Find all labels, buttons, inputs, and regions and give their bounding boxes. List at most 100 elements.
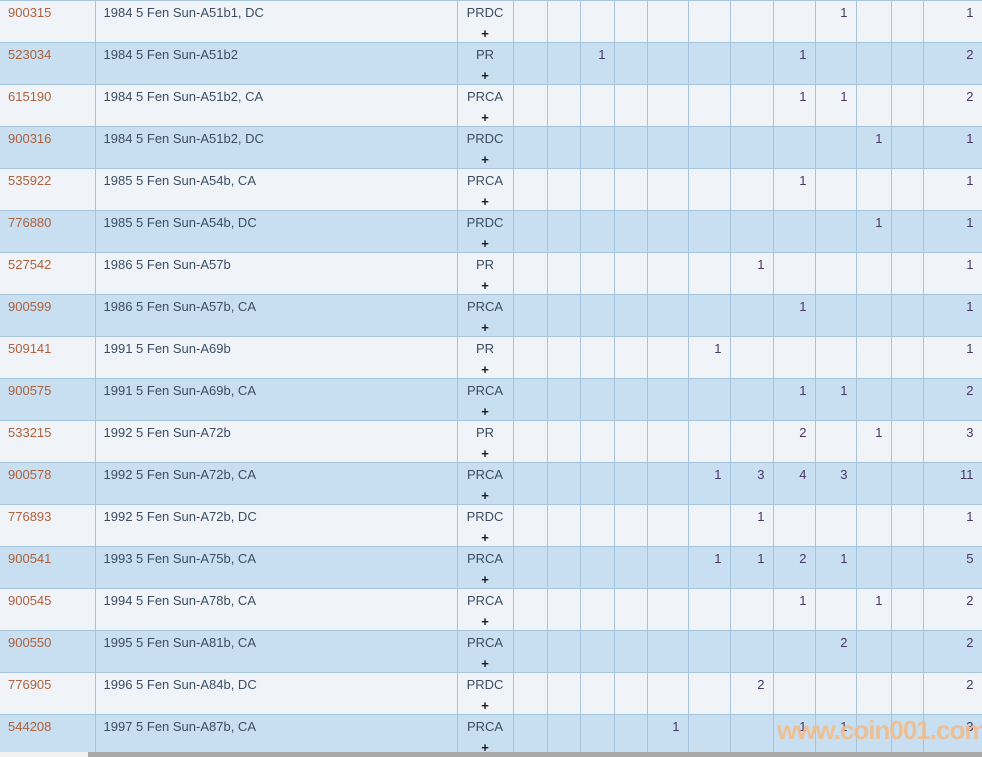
- expand-plus-button[interactable]: +: [481, 278, 489, 293]
- expand-plus-button[interactable]: +: [481, 572, 489, 587]
- coin-id-link[interactable]: 900575: [0, 378, 96, 421]
- row-total-cell[interactable]: 5: [923, 546, 982, 589]
- grade-count-cell[interactable]: 2: [730, 672, 774, 715]
- expand-plus-button[interactable]: +: [481, 698, 489, 713]
- grade-count-cell[interactable]: 4: [773, 462, 816, 505]
- expand-plus-button[interactable]: +: [481, 446, 489, 461]
- grade-count-cell[interactable]: 2: [773, 420, 816, 463]
- expand-plus-button[interactable]: +: [481, 26, 489, 41]
- coin-id-link[interactable]: 900316: [0, 126, 96, 169]
- coin-id-link[interactable]: 900315: [0, 0, 96, 43]
- coin-id-link[interactable]: 544208: [0, 714, 96, 757]
- row-total-cell[interactable]: 2: [923, 84, 982, 127]
- grade-count-cell[interactable]: 1: [773, 714, 816, 757]
- grade-count-cell[interactable]: 1: [856, 210, 892, 253]
- grade-count-cell[interactable]: 2: [773, 546, 816, 589]
- row-total-cell[interactable]: 1: [923, 168, 982, 211]
- expand-plus-button[interactable]: +: [481, 236, 489, 251]
- expand-plus-button[interactable]: +: [481, 404, 489, 419]
- coin-id-link[interactable]: 509141: [0, 336, 96, 379]
- coin-id-link[interactable]: 527542: [0, 252, 96, 295]
- row-total-cell[interactable]: 2: [923, 588, 982, 631]
- grade-count-cell[interactable]: 1: [815, 0, 857, 43]
- grade-designation-cell: PRCA +: [457, 630, 514, 673]
- row-total-cell[interactable]: 3: [923, 420, 982, 463]
- grade-count-cell[interactable]: 1: [856, 588, 892, 631]
- coin-id-link[interactable]: 900541: [0, 546, 96, 589]
- table-row: 535922 1985 5 Fen Sun-A54b, CA PRCA +1 1: [0, 168, 982, 211]
- row-total-cell[interactable]: 1: [923, 210, 982, 253]
- grade-count-cell[interactable]: 1: [688, 336, 731, 379]
- grade-count-cell[interactable]: 1: [730, 504, 774, 547]
- expand-plus-button[interactable]: +: [481, 740, 489, 755]
- row-total-cell[interactable]: 11: [923, 462, 982, 505]
- coin-description: 1984 5 Fen Sun-A51b1, DC: [95, 0, 458, 43]
- coin-id-link[interactable]: 776880: [0, 210, 96, 253]
- grade-count-cell: [547, 714, 581, 757]
- grade-designation-cell: PR +: [457, 420, 514, 463]
- row-total-cell[interactable]: 1: [923, 294, 982, 337]
- expand-plus-button[interactable]: +: [481, 656, 489, 671]
- row-total-cell[interactable]: 1: [923, 126, 982, 169]
- grade-count-cell[interactable]: 2: [815, 630, 857, 673]
- grade-count-cell[interactable]: 1: [773, 168, 816, 211]
- grade-count-cell[interactable]: 1: [773, 588, 816, 631]
- grade-count-cell[interactable]: 1: [815, 84, 857, 127]
- grade-count-cell[interactable]: 1: [815, 546, 857, 589]
- row-total-cell[interactable]: 3: [923, 714, 982, 757]
- grade-count-cell: [891, 378, 924, 421]
- expand-plus-button[interactable]: +: [481, 194, 489, 209]
- coin-id-link[interactable]: 615190: [0, 84, 96, 127]
- row-total-cell[interactable]: 1: [923, 504, 982, 547]
- row-total-cell[interactable]: 1: [923, 336, 982, 379]
- grade-count-cell: [647, 462, 689, 505]
- grade-count-cell[interactable]: 3: [815, 462, 857, 505]
- grade-count-cell[interactable]: 1: [773, 42, 816, 85]
- grade-count-cell[interactable]: 1: [688, 462, 731, 505]
- coin-id-link[interactable]: 900550: [0, 630, 96, 673]
- grade-count-cell[interactable]: 1: [773, 294, 816, 337]
- expand-plus-button[interactable]: +: [481, 614, 489, 629]
- coin-id-link[interactable]: 533215: [0, 420, 96, 463]
- grade-count-cell[interactable]: 1: [773, 378, 816, 421]
- coin-id-link[interactable]: 535922: [0, 168, 96, 211]
- grade-count-cell[interactable]: 1: [730, 252, 774, 295]
- grade-count-cell[interactable]: 3: [730, 462, 774, 505]
- horizontal-scrollbar-thumb[interactable]: [88, 752, 982, 757]
- coin-description: 1992 5 Fen Sun-A72b, CA: [95, 462, 458, 505]
- grade-count-cell[interactable]: 1: [815, 714, 857, 757]
- grade-designation-cell: PRDC +: [457, 210, 514, 253]
- grade-count-cell: [513, 168, 548, 211]
- expand-plus-button[interactable]: +: [481, 530, 489, 545]
- grade-count-cell: [856, 504, 892, 547]
- expand-plus-button[interactable]: +: [481, 320, 489, 335]
- row-total-cell[interactable]: 2: [923, 42, 982, 85]
- expand-plus-button[interactable]: +: [481, 68, 489, 83]
- horizontal-scrollbar[interactable]: [0, 752, 982, 757]
- grade-count-cell[interactable]: 1: [580, 42, 615, 85]
- grade-count-cell[interactable]: 1: [730, 546, 774, 589]
- grade-count-cell[interactable]: 1: [856, 420, 892, 463]
- grade-count-cell[interactable]: 1: [688, 546, 731, 589]
- expand-plus-button[interactable]: +: [481, 362, 489, 377]
- grade-count-cell: [513, 0, 548, 43]
- coin-id-link[interactable]: 776905: [0, 672, 96, 715]
- grade-count-cell[interactable]: 1: [647, 714, 689, 757]
- grade-count-cell[interactable]: 1: [773, 84, 816, 127]
- expand-plus-button[interactable]: +: [481, 110, 489, 125]
- coin-description: 1992 5 Fen Sun-A72b, DC: [95, 504, 458, 547]
- expand-plus-button[interactable]: +: [481, 152, 489, 167]
- grade-count-cell[interactable]: 1: [815, 378, 857, 421]
- coin-id-link[interactable]: 776893: [0, 504, 96, 547]
- row-total-cell[interactable]: 2: [923, 630, 982, 673]
- row-total-cell[interactable]: 1: [923, 252, 982, 295]
- coin-id-link[interactable]: 900599: [0, 294, 96, 337]
- row-total-cell[interactable]: 1: [923, 0, 982, 43]
- row-total-cell[interactable]: 2: [923, 378, 982, 421]
- coin-id-link[interactable]: 900578: [0, 462, 96, 505]
- expand-plus-button[interactable]: +: [481, 488, 489, 503]
- coin-id-link[interactable]: 900545: [0, 588, 96, 631]
- grade-count-cell[interactable]: 1: [856, 126, 892, 169]
- coin-id-link[interactable]: 523034: [0, 42, 96, 85]
- row-total-cell[interactable]: 2: [923, 672, 982, 715]
